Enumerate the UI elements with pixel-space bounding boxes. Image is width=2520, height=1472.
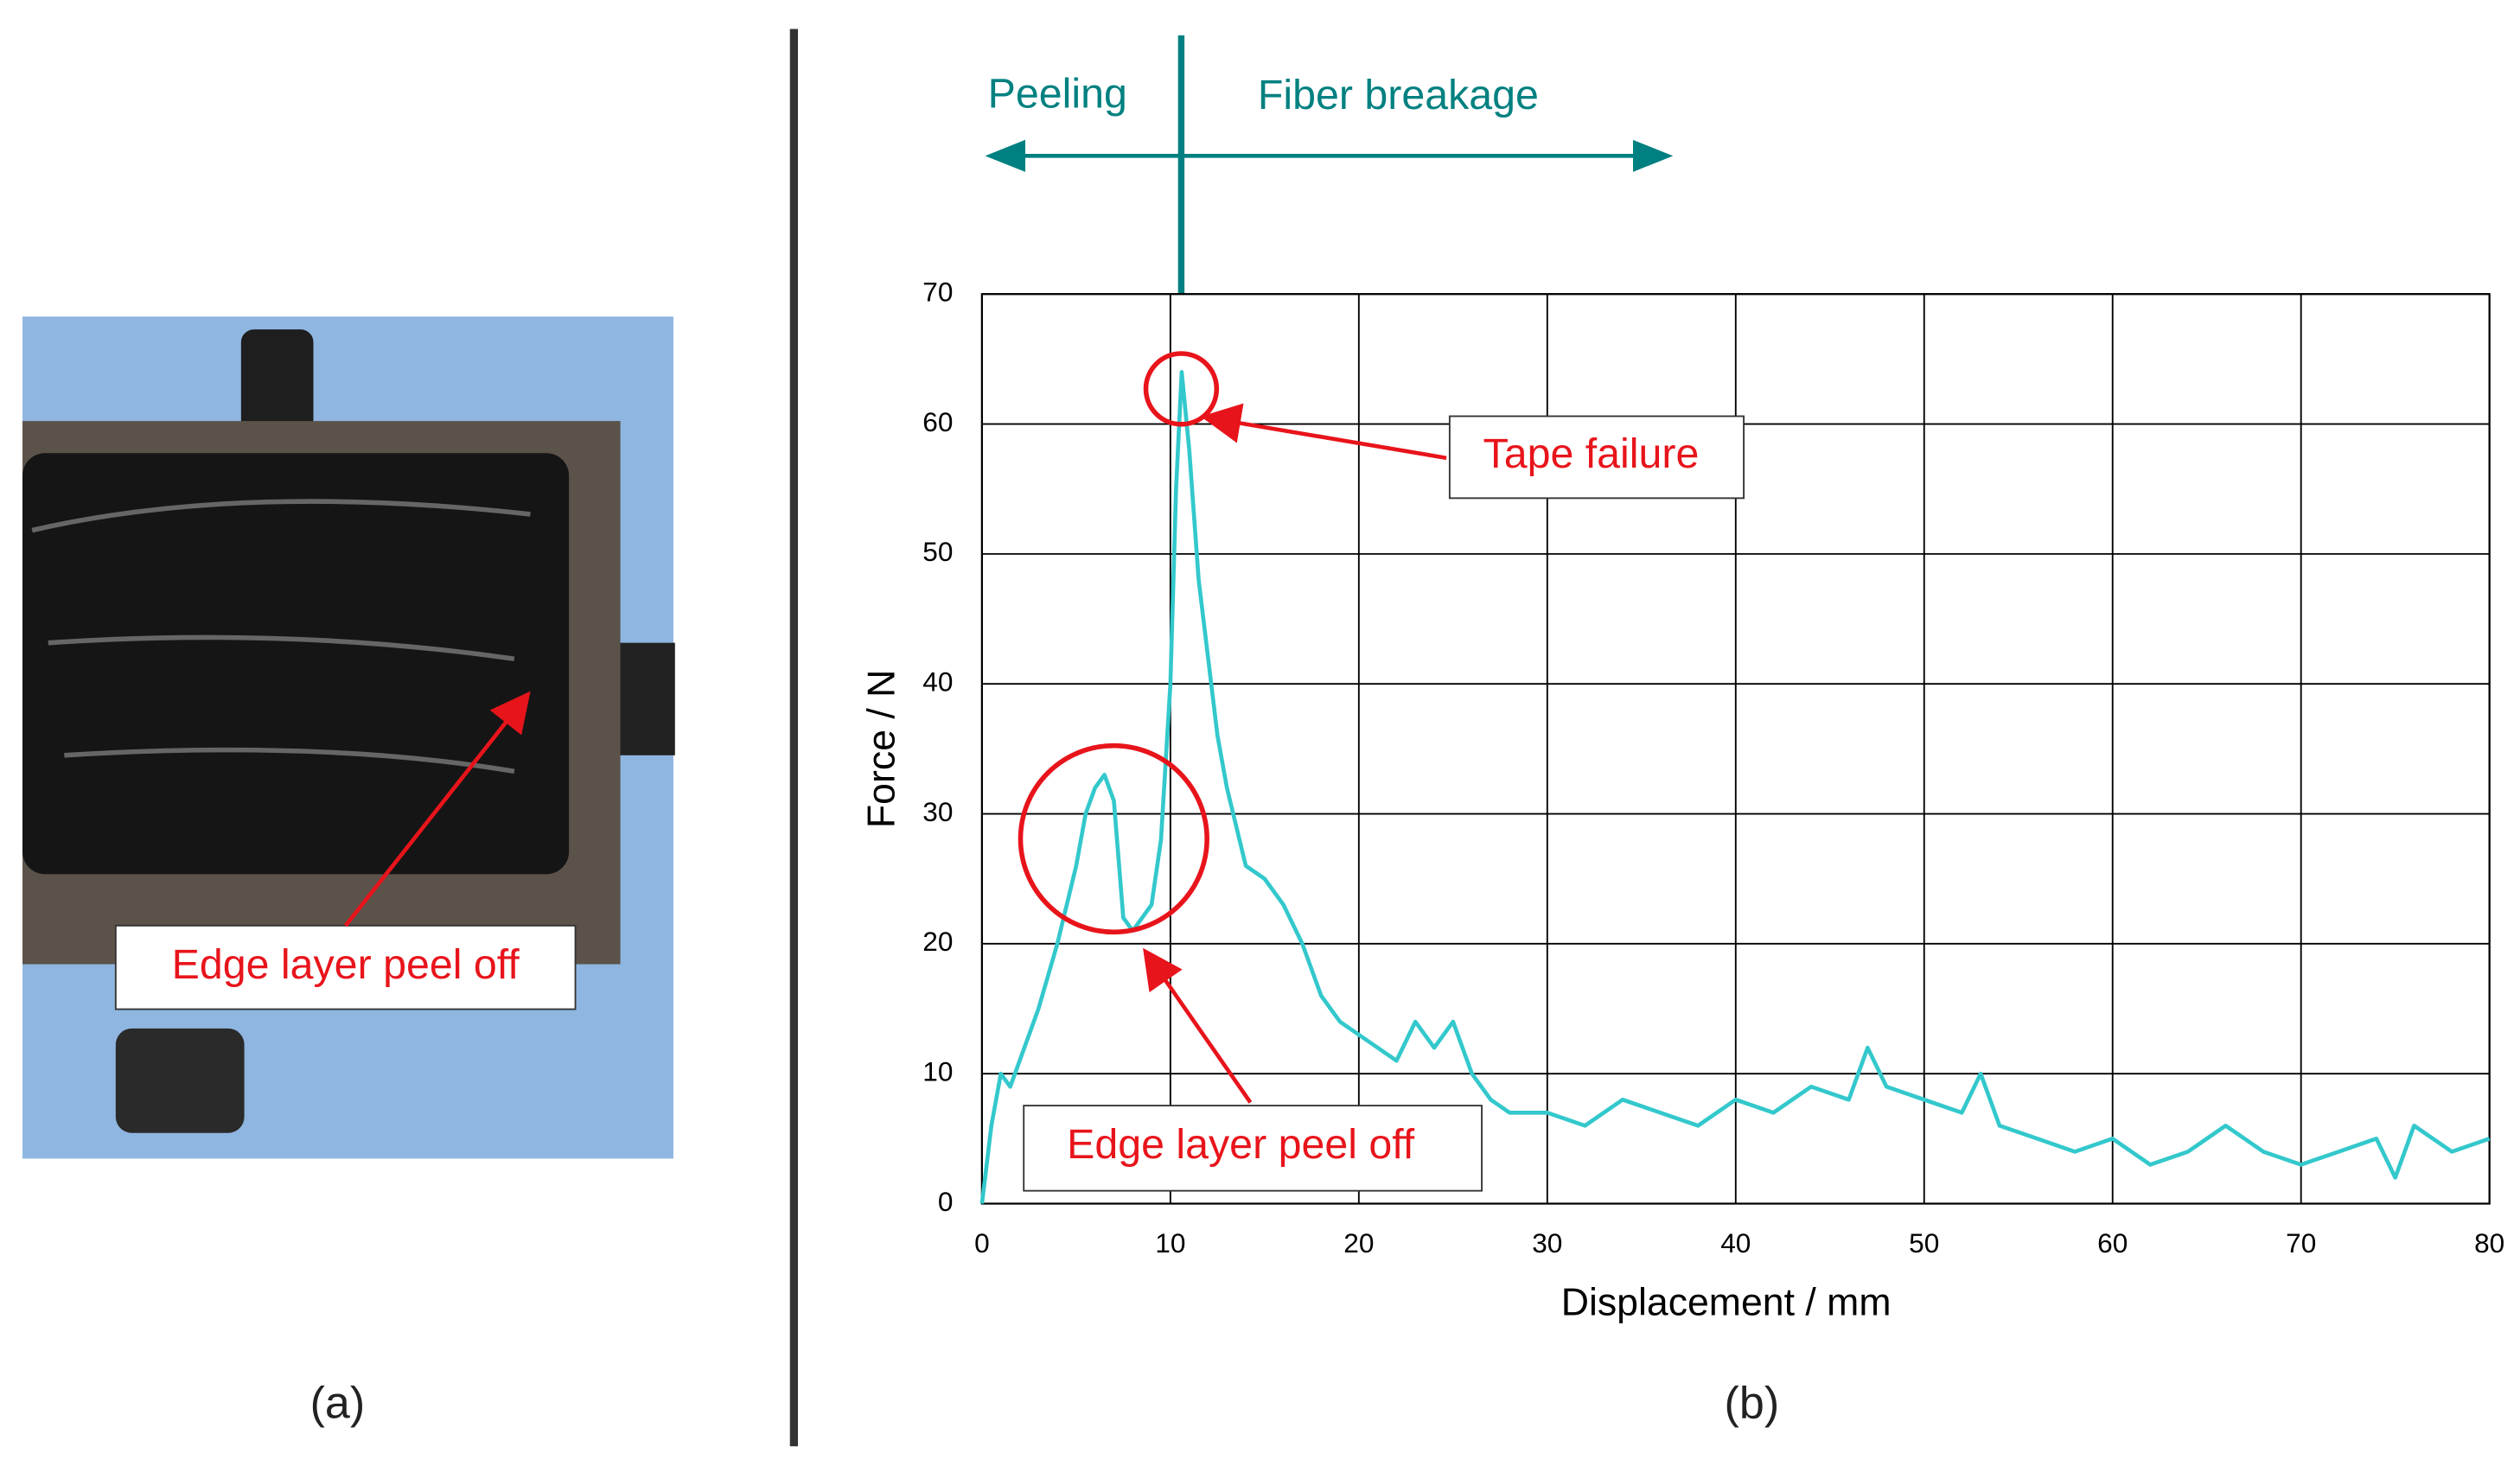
x-tick-label: 0	[974, 1227, 990, 1259]
x-tick-label: 10	[1155, 1227, 1185, 1259]
highlight	[1143, 351, 1220, 427]
data-line	[979, 370, 2491, 1204]
annotation: Tape failure	[1483, 430, 1700, 477]
y-tick-label: 10	[922, 1056, 953, 1087]
x-tick-label: 40	[1720, 1227, 1751, 1259]
annotation: Edge layer peel off	[1067, 1121, 1415, 1168]
x-tick-label: 30	[1532, 1227, 1562, 1259]
caption: (a)	[310, 1379, 366, 1429]
y-axis-label: Force / N	[860, 670, 903, 828]
arrow	[1200, 403, 1447, 461]
label-box	[1448, 415, 1745, 500]
y-tick-label: 70	[922, 277, 953, 308]
photo	[22, 316, 675, 1159]
x-tick-label: 60	[2097, 1227, 2128, 1259]
x-tick-label: 80	[2474, 1227, 2504, 1259]
region-label: Peeling	[988, 70, 1127, 117]
arrow	[343, 691, 531, 927]
label-box	[1023, 1105, 1483, 1192]
y-tick-label: 30	[922, 796, 953, 827]
y-tick-label: 20	[922, 926, 953, 957]
highlight	[1018, 742, 1209, 935]
y-tick-label: 0	[938, 1186, 954, 1217]
x-tick-label: 70	[2286, 1227, 2316, 1259]
x-tick-label: 20	[1343, 1227, 1374, 1259]
photo-label: Edge layer peel off	[172, 941, 520, 988]
region-label: Fiber breakage	[1258, 72, 1539, 118]
y-tick-label: 50	[922, 536, 953, 567]
y-tick-label: 60	[922, 406, 953, 437]
caption: (b)	[1725, 1379, 1780, 1429]
x-axis-label: Displacement / mm	[1561, 1281, 1892, 1323]
y-tick-label: 40	[922, 666, 953, 698]
x-tick-label: 50	[1909, 1227, 1939, 1259]
label-box	[114, 924, 577, 1010]
arrow	[1143, 947, 1253, 1104]
